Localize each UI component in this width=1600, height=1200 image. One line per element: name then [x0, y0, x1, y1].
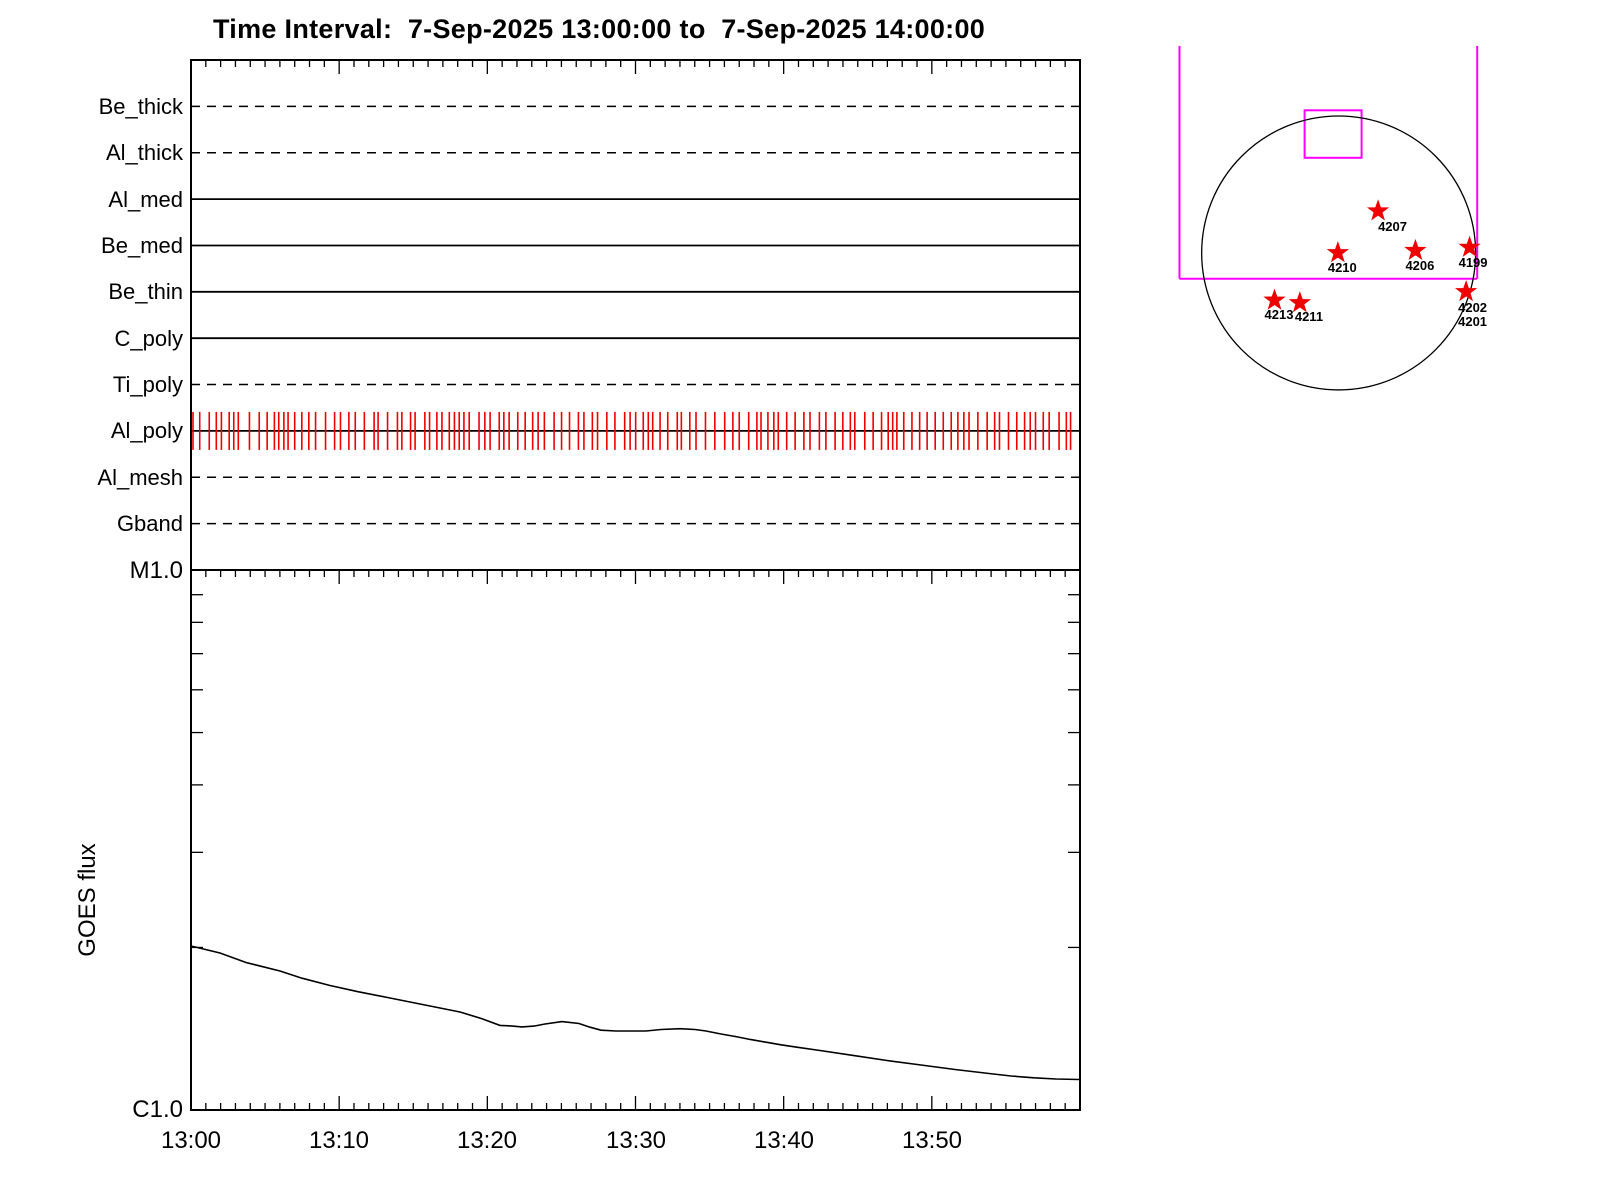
svg-text:4202: 4202	[1458, 300, 1487, 315]
svg-text:4201: 4201	[1458, 314, 1487, 329]
svg-text:4199: 4199	[1459, 255, 1488, 270]
svg-text:13:10: 13:10	[309, 1127, 369, 1154]
svg-text:C_poly: C_poly	[115, 326, 183, 351]
svg-text:4213: 4213	[1265, 307, 1294, 322]
svg-text:Al_poly: Al_poly	[111, 418, 183, 443]
svg-text:4210: 4210	[1328, 260, 1357, 275]
svg-text:13:00: 13:00	[161, 1127, 221, 1154]
svg-text:Gband: Gband	[117, 511, 183, 536]
svg-text:Al_med: Al_med	[108, 187, 183, 212]
svg-text:4211: 4211	[1295, 309, 1323, 324]
svg-text:M1.0: M1.0	[130, 557, 183, 584]
svg-text:Be_thick: Be_thick	[99, 94, 184, 119]
svg-text:GOES flux: GOES flux	[74, 843, 101, 956]
svg-text:Al_mesh: Al_mesh	[97, 465, 183, 490]
svg-text:13:50: 13:50	[902, 1127, 962, 1154]
svg-text:4207: 4207	[1378, 219, 1407, 234]
svg-text:4206: 4206	[1405, 258, 1434, 273]
svg-text:Be_med: Be_med	[101, 233, 183, 258]
svg-text:13:30: 13:30	[606, 1127, 666, 1154]
svg-text:13:20: 13:20	[457, 1127, 517, 1154]
svg-text:Al_thick: Al_thick	[106, 140, 184, 165]
svg-text:13:40: 13:40	[754, 1127, 814, 1154]
svg-text:C1.0: C1.0	[132, 1096, 183, 1123]
svg-text:Be_thin: Be_thin	[108, 279, 183, 304]
svg-text:Ti_poly: Ti_poly	[113, 372, 183, 397]
